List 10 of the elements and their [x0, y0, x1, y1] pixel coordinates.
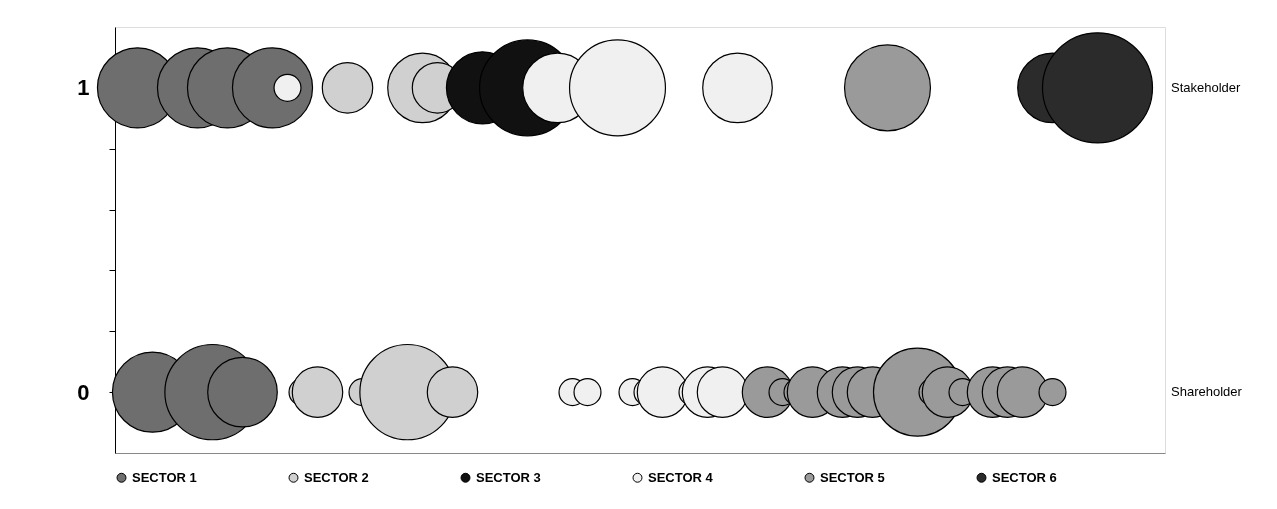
legend-label: SECTOR 4: [648, 469, 714, 485]
text: Stakeholder: [1171, 79, 1242, 95]
legend-label: SECTOR 6: [992, 469, 1057, 485]
legend-label: SECTOR 1: [132, 469, 197, 485]
text: Shareholder: [1171, 384, 1243, 400]
legend-label: SECTOR 3: [476, 469, 541, 485]
y-tick-label: 1: [77, 75, 90, 101]
y-tick-label: 0: [77, 379, 90, 405]
legend-label: SECTOR 5: [820, 469, 885, 485]
legend-label: SECTOR 2: [304, 469, 369, 485]
